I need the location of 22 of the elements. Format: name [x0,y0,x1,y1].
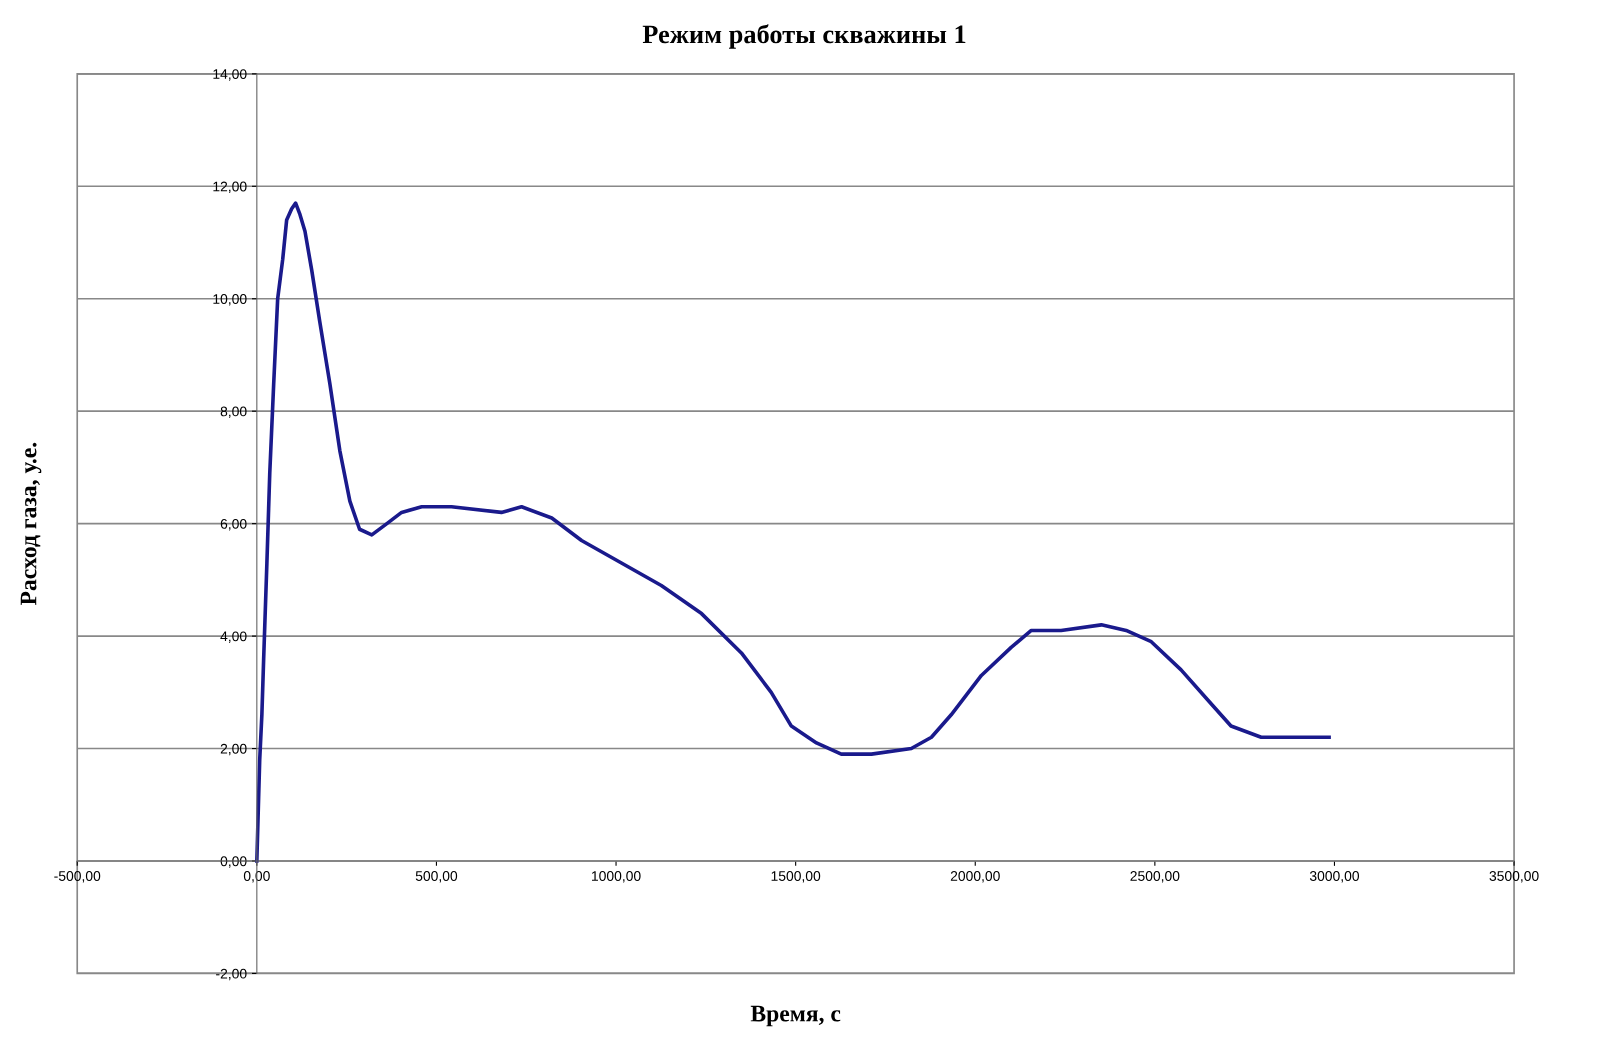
y-tick-label: 4,00 [220,631,247,643]
x-tick-label: 2500,00 [1130,871,1180,883]
x-tick-label: 2000,00 [950,871,1000,883]
y-tick-label: 8,00 [220,406,247,418]
y-axis-title: Расход газа, у.е. [20,442,42,606]
y-tick-label: 10,00 [213,294,247,306]
x-tick-label: 1000,00 [592,871,641,883]
x-tick-label: 3000,00 [1309,871,1360,883]
x-tick-label: -500,00 [54,871,101,883]
y-tick-label: 0,00 [220,856,247,868]
x-axis-title: Время, с [750,1005,841,1027]
x-tick-label: 500,00 [415,871,458,883]
chart-title: Режим работы скважины 1 [642,24,966,49]
y-tick-label: 6,00 [220,518,247,531]
x-tick-label: 3500,00 [1489,871,1539,883]
x-tick-label: 1500,00 [771,871,821,883]
y-tick-label: 14,00 [213,69,247,81]
y-tick-label: 2,00 [220,743,247,756]
y-tick-label: 12,00 [213,181,247,194]
x-tick-label: 0,00 [243,871,270,883]
line-series [255,201,1331,863]
y-tick-label: -2,00 [216,968,247,981]
